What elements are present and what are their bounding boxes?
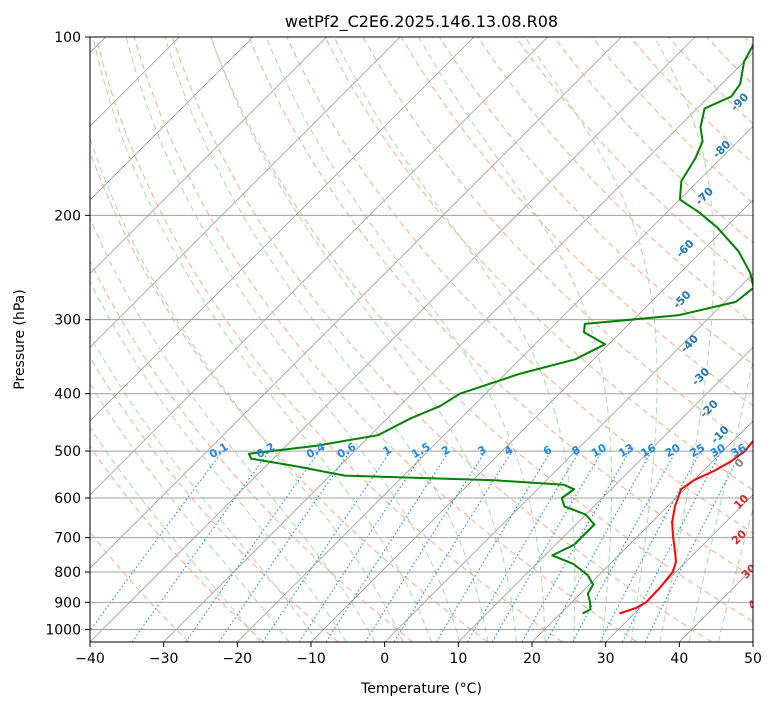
plot-frame bbox=[89, 36, 754, 643]
mixing-ratio-line bbox=[185, 450, 320, 642]
y-tick-label: 900 bbox=[54, 595, 81, 611]
moist-adiabat-line bbox=[717, 506, 753, 642]
moist-adiabat-line bbox=[92, 37, 432, 642]
chart-title: wetPf2_C2E6.2025.146.13.08.R08 bbox=[285, 12, 558, 32]
isotherm-line bbox=[90, 37, 475, 422]
moist-adiabat-line bbox=[90, 334, 319, 642]
dry-adiabat-line bbox=[95, 37, 563, 642]
moist-adiabat-line bbox=[265, 37, 546, 642]
x-tick-label: 40 bbox=[670, 651, 688, 667]
dry-adiabat-line bbox=[171, 37, 712, 642]
y-tick-label: 200 bbox=[54, 208, 81, 224]
mixing-ratio-line bbox=[572, 450, 677, 642]
dry-adiabat-label: 40 bbox=[745, 592, 765, 612]
y-tick-label: 500 bbox=[54, 444, 81, 460]
moist-adiabat-line bbox=[90, 280, 347, 642]
y-tick-label: 400 bbox=[54, 387, 81, 403]
moist-adiabat-line bbox=[90, 216, 376, 642]
mixing-ratio-line bbox=[545, 450, 653, 642]
isotherm-line bbox=[90, 37, 401, 348]
dry-adiabat-line bbox=[90, 356, 339, 642]
temperature-profile-line bbox=[619, 439, 753, 615]
y-axis: 100 200 300 400 500 600 700 800 900 1000 bbox=[45, 30, 90, 638]
isotherm-line bbox=[90, 37, 548, 496]
x-tick-label: 20 bbox=[523, 651, 541, 667]
moist-adiabat-line bbox=[90, 136, 404, 642]
mixing-ratio-line bbox=[325, 450, 450, 642]
pressure-grid bbox=[90, 37, 753, 630]
x-tick-label: 0 bbox=[380, 651, 389, 667]
isotherm-line bbox=[90, 37, 327, 275]
dry-adiabat-line bbox=[209, 37, 753, 623]
moist-adiabat-line bbox=[164, 37, 489, 642]
isotherm-line bbox=[237, 125, 753, 642]
x-tick-label: 30 bbox=[597, 651, 615, 667]
dry-adiabat-line bbox=[90, 259, 414, 642]
isotherm-line bbox=[163, 52, 753, 642]
y-tick-label: 800 bbox=[54, 565, 81, 581]
isotherm-line bbox=[90, 37, 696, 642]
mixing-ratio-line bbox=[90, 450, 223, 632]
x-tick-label: 10 bbox=[449, 651, 467, 667]
mixing-ratio-line bbox=[218, 450, 351, 642]
mixing-ratio-line bbox=[131, 450, 270, 642]
dry-adiabat-line bbox=[515, 37, 753, 284]
moist-adiabat-line bbox=[90, 382, 290, 642]
sounding-profiles bbox=[247, 43, 753, 615]
x-tick-label: 50 bbox=[744, 651, 762, 667]
moist-adiabat-line bbox=[524, 37, 658, 642]
y-tick-label: 100 bbox=[54, 30, 81, 46]
x-tick-label: −20 bbox=[223, 651, 253, 667]
dry-adiabat-line bbox=[248, 37, 753, 578]
dry-adiabat-line bbox=[324, 37, 753, 491]
isotherm-line bbox=[384, 273, 753, 642]
y-tick-label: 1000 bbox=[45, 622, 81, 638]
isotherm-line bbox=[605, 494, 753, 642]
y-tick-label: 700 bbox=[54, 531, 81, 547]
moist-adiabat-line bbox=[210, 37, 518, 642]
isotherm-line bbox=[90, 37, 622, 569]
mixing-ratio-line bbox=[393, 450, 513, 642]
x-tick-label: −30 bbox=[149, 651, 179, 667]
moist-adiabat-line bbox=[688, 358, 753, 642]
moist-adiabat-line bbox=[90, 426, 261, 642]
moist-adiabat-line bbox=[653, 37, 715, 642]
dry-adiabat-line bbox=[90, 445, 264, 642]
x-tick-label: −10 bbox=[296, 651, 326, 667]
x-axis-label: Temperature (°C) bbox=[360, 681, 482, 697]
mixing-ratio-line bbox=[521, 450, 630, 642]
mixing-ratio-line bbox=[644, 450, 743, 642]
isotherm-line bbox=[90, 37, 254, 201]
moist-adiabat-line bbox=[125, 37, 461, 642]
mixing-ratio-line bbox=[262, 450, 392, 642]
y-axis-label: Pressure (hPa) bbox=[12, 289, 28, 389]
x-tick-label: −40 bbox=[75, 651, 105, 667]
isotherm-line bbox=[458, 346, 753, 642]
y-tick-label: 600 bbox=[54, 491, 81, 507]
moist-adiabat-line bbox=[418, 37, 613, 642]
dewpoint-profile-line bbox=[247, 43, 753, 615]
y-tick-label: 300 bbox=[54, 313, 81, 329]
isotherm-line bbox=[531, 420, 753, 642]
mixing-ratio-line bbox=[298, 450, 425, 642]
x-axis: −40 −30 −20 −10 0 10 20 30 40 50 bbox=[75, 642, 762, 667]
